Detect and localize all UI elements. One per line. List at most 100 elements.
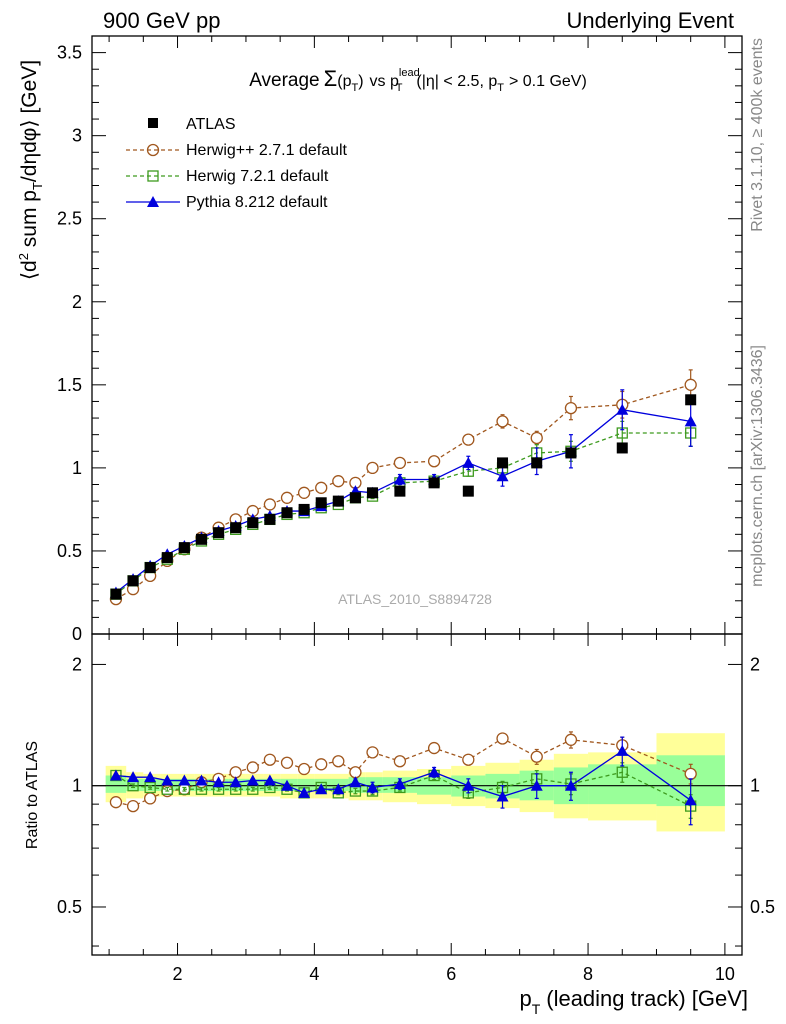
main-point-pythia-22 <box>616 403 629 415</box>
ratio-point-pythia-11 <box>298 786 311 798</box>
main-point-herwigpp-19 <box>496 415 509 428</box>
main-point-atlas-2 <box>144 562 156 574</box>
ratio-point-pythia-16 <box>393 777 406 789</box>
ratio-point-pythia-10 <box>281 779 293 791</box>
main-point-herwigpp-10 <box>280 491 294 504</box>
header-left: 900 GeV pp <box>103 8 220 33</box>
legend-label-pythia: Pythia 8.212 default <box>186 194 328 211</box>
analysis-watermark: ATLAS_2010_S8894728 <box>338 591 492 607</box>
main-y-tick-label-6: 3 <box>72 126 82 146</box>
ratio-point-herwigpp-13 <box>332 755 345 768</box>
main-y-tick-label-3: 1.5 <box>57 375 82 395</box>
ratio-panel: 2 4 6 8 10 0.5 0.5 1 1 2 2 <box>57 633 775 984</box>
main-point-herwigpp-18 <box>462 433 475 446</box>
ratio-y-tick-label-1: 1 <box>72 776 82 796</box>
main-point-atlas-7 <box>230 522 242 534</box>
ratio-point-pythia-12 <box>315 783 328 795</box>
main-line-pythia <box>115 409 691 593</box>
main-point-herwigpp-9 <box>263 498 277 511</box>
ratio-line-herwigpp <box>115 737 691 807</box>
main-point-atlas-3 <box>161 552 173 564</box>
ratio-point-herwig7-2 <box>144 781 156 794</box>
main-point-atlas-11 <box>298 503 310 515</box>
main-point-atlas-5 <box>195 533 207 545</box>
legend-marker-atlas <box>148 118 158 128</box>
ratio-point-pythia-20 <box>530 779 543 791</box>
main-point-atlas-0 <box>110 588 122 600</box>
main-point-herwigpp-23 <box>684 378 697 391</box>
ratio-point-pythia-8 <box>246 774 259 786</box>
main-point-herwigpp-16 <box>393 456 407 470</box>
main-panel: 0 0.5 1 1.5 2 2.5 3 3.5 <box>57 35 743 644</box>
main-point-pythia-18 <box>462 456 475 468</box>
ratio-y-tick-label-2: 2 <box>72 654 82 674</box>
legend-marker-herwig7 <box>147 170 159 182</box>
main-point-atlas-8 <box>247 517 259 529</box>
ratio-point-pythia-17 <box>428 766 441 778</box>
main-point-atlas-13 <box>332 495 344 507</box>
ratio-point-pythia-1 <box>127 771 140 783</box>
mcplots-label: mcplots.cern.ch [arXiv:1306.3436] <box>749 345 766 587</box>
ratio-point-herwigpp-9 <box>263 753 277 766</box>
main-point-pythia-19 <box>496 470 509 482</box>
ratio-point-pythia-4 <box>178 774 191 786</box>
ratio-point-pythia-23 <box>684 794 697 806</box>
main-point-herwigpp-12 <box>315 481 328 494</box>
ratio-point-herwigpp-10 <box>280 756 294 769</box>
x-tick-label-4: 10 <box>715 964 735 984</box>
ratio-point-pythia-5 <box>195 774 208 786</box>
ratio-point-herwigpp-12 <box>315 758 328 771</box>
main-y-tick-label-7: 3.5 <box>57 43 82 63</box>
main-point-atlas-14 <box>349 492 361 504</box>
main-y-tick-label-5: 2.5 <box>57 209 82 229</box>
main-point-atlas-17 <box>428 477 440 489</box>
header-right: Underlying Event <box>566 8 734 33</box>
ratio-point-herwigpp-18 <box>462 753 475 766</box>
legend-label-herwig7: Herwig 7.2.1 default <box>186 168 329 185</box>
main-point-pythia-16 <box>393 473 406 485</box>
ratio-point-herwigpp-17 <box>427 741 441 755</box>
main-point-herwigpp-13 <box>332 475 345 488</box>
main-point-atlas-6 <box>213 527 225 539</box>
ratio-y-tick-label-0: 0.5 <box>57 897 82 917</box>
ratio-point-pythia-18 <box>462 779 475 791</box>
ratio-point-herwigpp-8 <box>246 761 259 774</box>
ratio-point-pythia-7 <box>229 776 242 788</box>
main-point-herwigpp-17 <box>427 455 441 468</box>
main-point-herwigpp-20 <box>530 431 543 445</box>
main-point-herwigpp-11 <box>297 486 311 499</box>
ratio-point-pythia-3 <box>161 774 174 786</box>
main-point-atlas-15 <box>367 487 379 499</box>
legend-marker-pythia <box>147 196 159 207</box>
ratio-point-pythia-14 <box>349 776 362 788</box>
main-point-atlas-12 <box>315 497 327 509</box>
main-point-atlas-21 <box>565 447 577 459</box>
main-y-tick-label-4: 2 <box>72 292 82 312</box>
main-point-herwigpp-15 <box>366 461 379 475</box>
main-y-tick-label-0: 0 <box>72 624 82 644</box>
main-point-atlas-20 <box>531 457 543 469</box>
ratio-point-pythia-22 <box>616 744 629 756</box>
ratio-point-herwigpp-19 <box>496 732 509 745</box>
ratio-point-pythia-9 <box>263 774 276 786</box>
ratio-point-herwig7-22 <box>616 766 628 778</box>
x-axis-label: pT (leading track) [GeV] <box>519 986 748 1017</box>
main-point-pythia-23 <box>684 415 697 427</box>
main-line-herwigpp <box>115 384 691 600</box>
main-y-axis-label: ⟨d2 sum pT/dηdφ⟩ [GeV] <box>16 60 45 280</box>
legend: ATLAS Herwig++ 2.7.1 default Herwig 7.2.… <box>126 116 348 211</box>
main-point-atlas-16 <box>394 485 406 497</box>
ratio-point-pythia-13 <box>332 783 345 795</box>
ratio-point-pythia-2 <box>144 771 157 783</box>
ratio-y-tick-label-right-0: 0.5 <box>750 897 775 917</box>
ratio-point-herwigpp-20 <box>530 750 543 763</box>
ratio-point-herwigpp-14 <box>349 766 362 779</box>
rivet-label: Rivet 3.1.10, ≥ 400k events <box>749 38 766 232</box>
x-tick-label-3: 8 <box>583 964 593 984</box>
main-line-herwig7 <box>115 432 691 595</box>
main-point-atlas-9 <box>264 513 276 525</box>
ratio-point-pythia-19 <box>496 790 509 802</box>
ratio-point-pythia-15 <box>366 781 379 793</box>
main-point-atlas-10 <box>281 507 293 519</box>
ratio-point-herwigpp-15 <box>366 746 379 759</box>
